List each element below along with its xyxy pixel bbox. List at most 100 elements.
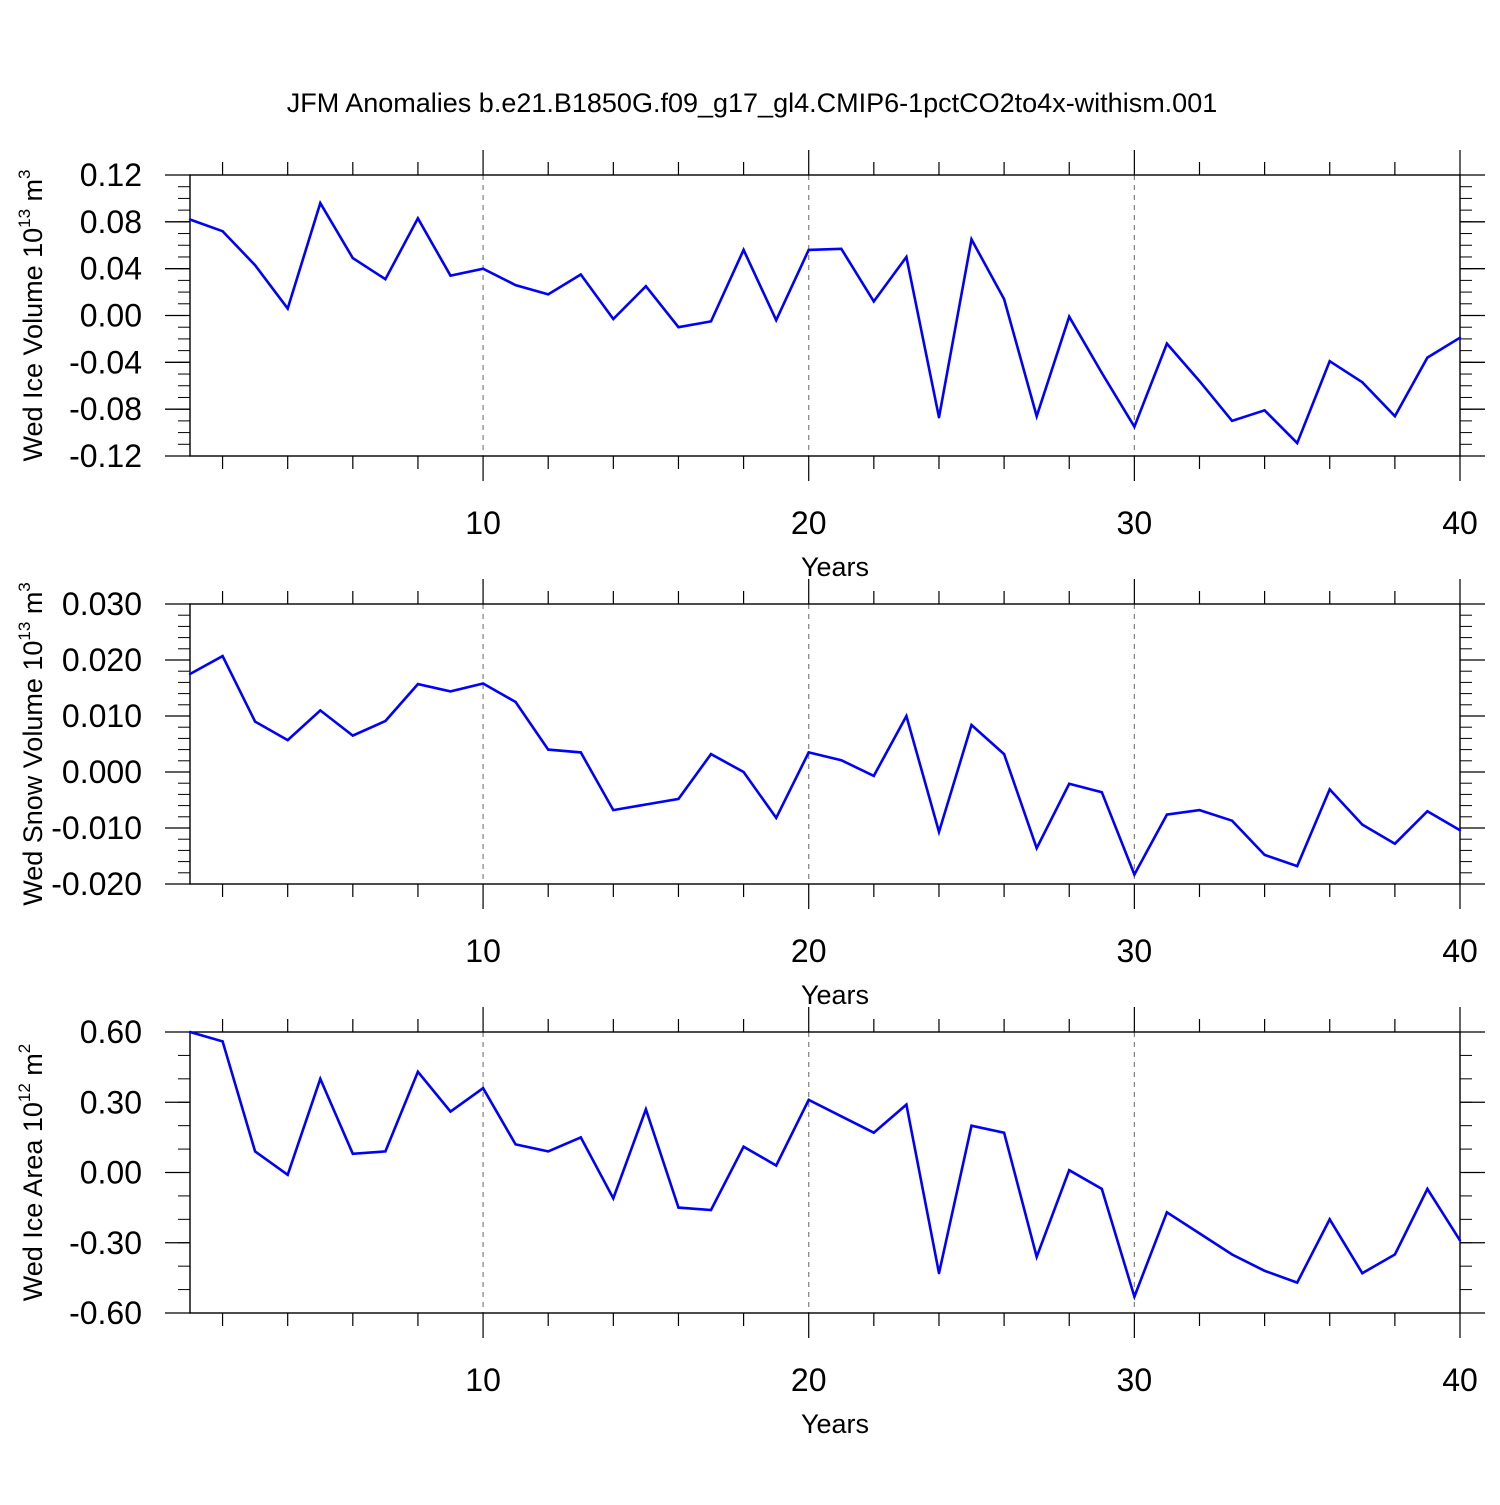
x-tick-label: 10	[465, 1362, 501, 1398]
data-point	[481, 682, 485, 685]
data-point	[449, 1110, 452, 1113]
data-point	[514, 1143, 517, 1146]
data-point	[1263, 853, 1266, 857]
data-point	[449, 274, 452, 277]
data-point	[937, 830, 941, 834]
y-axis-label-superscript: 3	[15, 582, 34, 591]
x-tick-label: 20	[791, 505, 827, 541]
data-point	[351, 1152, 355, 1155]
y-tick-label: 0.000	[62, 754, 142, 790]
data-point	[1165, 813, 1169, 816]
y-tick-label: 0.010	[62, 698, 142, 734]
data-point	[709, 320, 713, 323]
x-tick-label: 10	[465, 933, 501, 969]
data-point	[774, 318, 778, 322]
plot-frame	[189, 1031, 1461, 1314]
data-point	[709, 752, 713, 756]
y-axis-label-superscript: 13	[15, 209, 34, 228]
data-point	[1295, 864, 1299, 868]
data-point	[644, 1108, 648, 1111]
data-point	[253, 1150, 257, 1153]
data-point	[384, 278, 387, 281]
y-tick-label: 0.00	[80, 1155, 142, 1191]
data-point	[1035, 846, 1038, 850]
data-point	[188, 1030, 192, 1034]
data-point	[286, 1173, 289, 1177]
data-point	[253, 720, 257, 723]
data-point	[905, 255, 908, 259]
x-tick-label: 40	[1442, 1362, 1478, 1398]
data-point	[1328, 1218, 1331, 1221]
data-point	[937, 1271, 941, 1275]
data-point	[416, 1070, 420, 1074]
data-point	[1393, 842, 1397, 845]
data-point	[1002, 752, 1006, 756]
data-point	[188, 672, 192, 676]
data-point	[612, 808, 615, 812]
data-point	[1035, 1255, 1038, 1259]
plot-frame	[189, 603, 1461, 885]
data-point	[1068, 315, 1071, 318]
data-point	[612, 1197, 615, 1200]
data-point	[807, 248, 810, 252]
data-point	[677, 326, 680, 329]
y-axis-label-superscript: 13	[15, 622, 34, 641]
data-point	[1426, 356, 1429, 359]
y-tick-label: 0.08	[80, 204, 142, 240]
data-point	[384, 1150, 387, 1153]
y-axis-label-part: m	[18, 1053, 48, 1083]
series-line	[189, 1030, 1462, 1301]
data-point	[351, 256, 355, 260]
data-point	[872, 300, 876, 303]
data-point	[840, 759, 843, 762]
y-axis-label: Wed Snow Volume 1013 m3	[15, 582, 48, 906]
data-point	[1361, 381, 1364, 384]
panel-2: 10 20 30 40 Years -0.020 -0.010 0.000 0.010 0.020…	[15, 579, 1485, 1010]
data-point	[742, 770, 745, 774]
x-tick-label: 30	[1117, 933, 1153, 969]
y-tick-label: -0.08	[69, 391, 142, 427]
panel-1: 10 20 30 40 Years -0.12 -0.08 -0.04 0.00 0.04 0.08…	[15, 150, 1485, 582]
data-point	[1198, 808, 1201, 812]
y-tick-label: 0.60	[80, 1014, 142, 1050]
data-point	[1165, 342, 1169, 345]
data-point	[514, 283, 517, 287]
data-point	[1295, 441, 1299, 445]
data-point	[742, 1145, 745, 1148]
data-point	[1328, 359, 1331, 363]
x-tick-label: 40	[1442, 505, 1478, 541]
data-point	[970, 238, 973, 241]
data-point	[644, 803, 648, 806]
data-point	[840, 1115, 843, 1118]
data-point	[286, 307, 289, 310]
data-point	[579, 1136, 582, 1139]
y-tick-label: -0.60	[69, 1295, 142, 1331]
data-point	[1100, 371, 1103, 375]
data-point	[416, 682, 420, 686]
data-point	[970, 1124, 973, 1127]
y-tick-label: -0.010	[51, 810, 142, 846]
x-tick-label: 10	[465, 505, 501, 541]
data-point	[774, 816, 778, 820]
data-point	[1393, 414, 1397, 418]
x-axis-label: Years	[801, 980, 869, 1010]
data-point	[1458, 336, 1462, 339]
y-axis-label-part: m	[18, 592, 48, 622]
data-point	[677, 1206, 680, 1209]
data-point	[319, 201, 322, 205]
data-point	[1100, 1187, 1103, 1191]
data-point	[1263, 1269, 1266, 1273]
data-point	[905, 1103, 908, 1106]
data-point	[481, 267, 485, 270]
y-tick-label: 0.00	[80, 298, 142, 334]
y-tick-label: 0.030	[62, 586, 142, 622]
y-tick-label: -0.12	[69, 438, 142, 474]
data-point	[807, 751, 810, 754]
data-point	[221, 1040, 224, 1043]
data-point	[840, 247, 843, 250]
y-axis-label-part: Wed Ice Volume 10	[18, 228, 48, 462]
y-axis-label-part: Wed Ice Area 10	[18, 1102, 48, 1301]
data-point	[221, 654, 224, 658]
data-point	[1035, 414, 1038, 418]
y-tick-label: 0.020	[62, 642, 142, 678]
